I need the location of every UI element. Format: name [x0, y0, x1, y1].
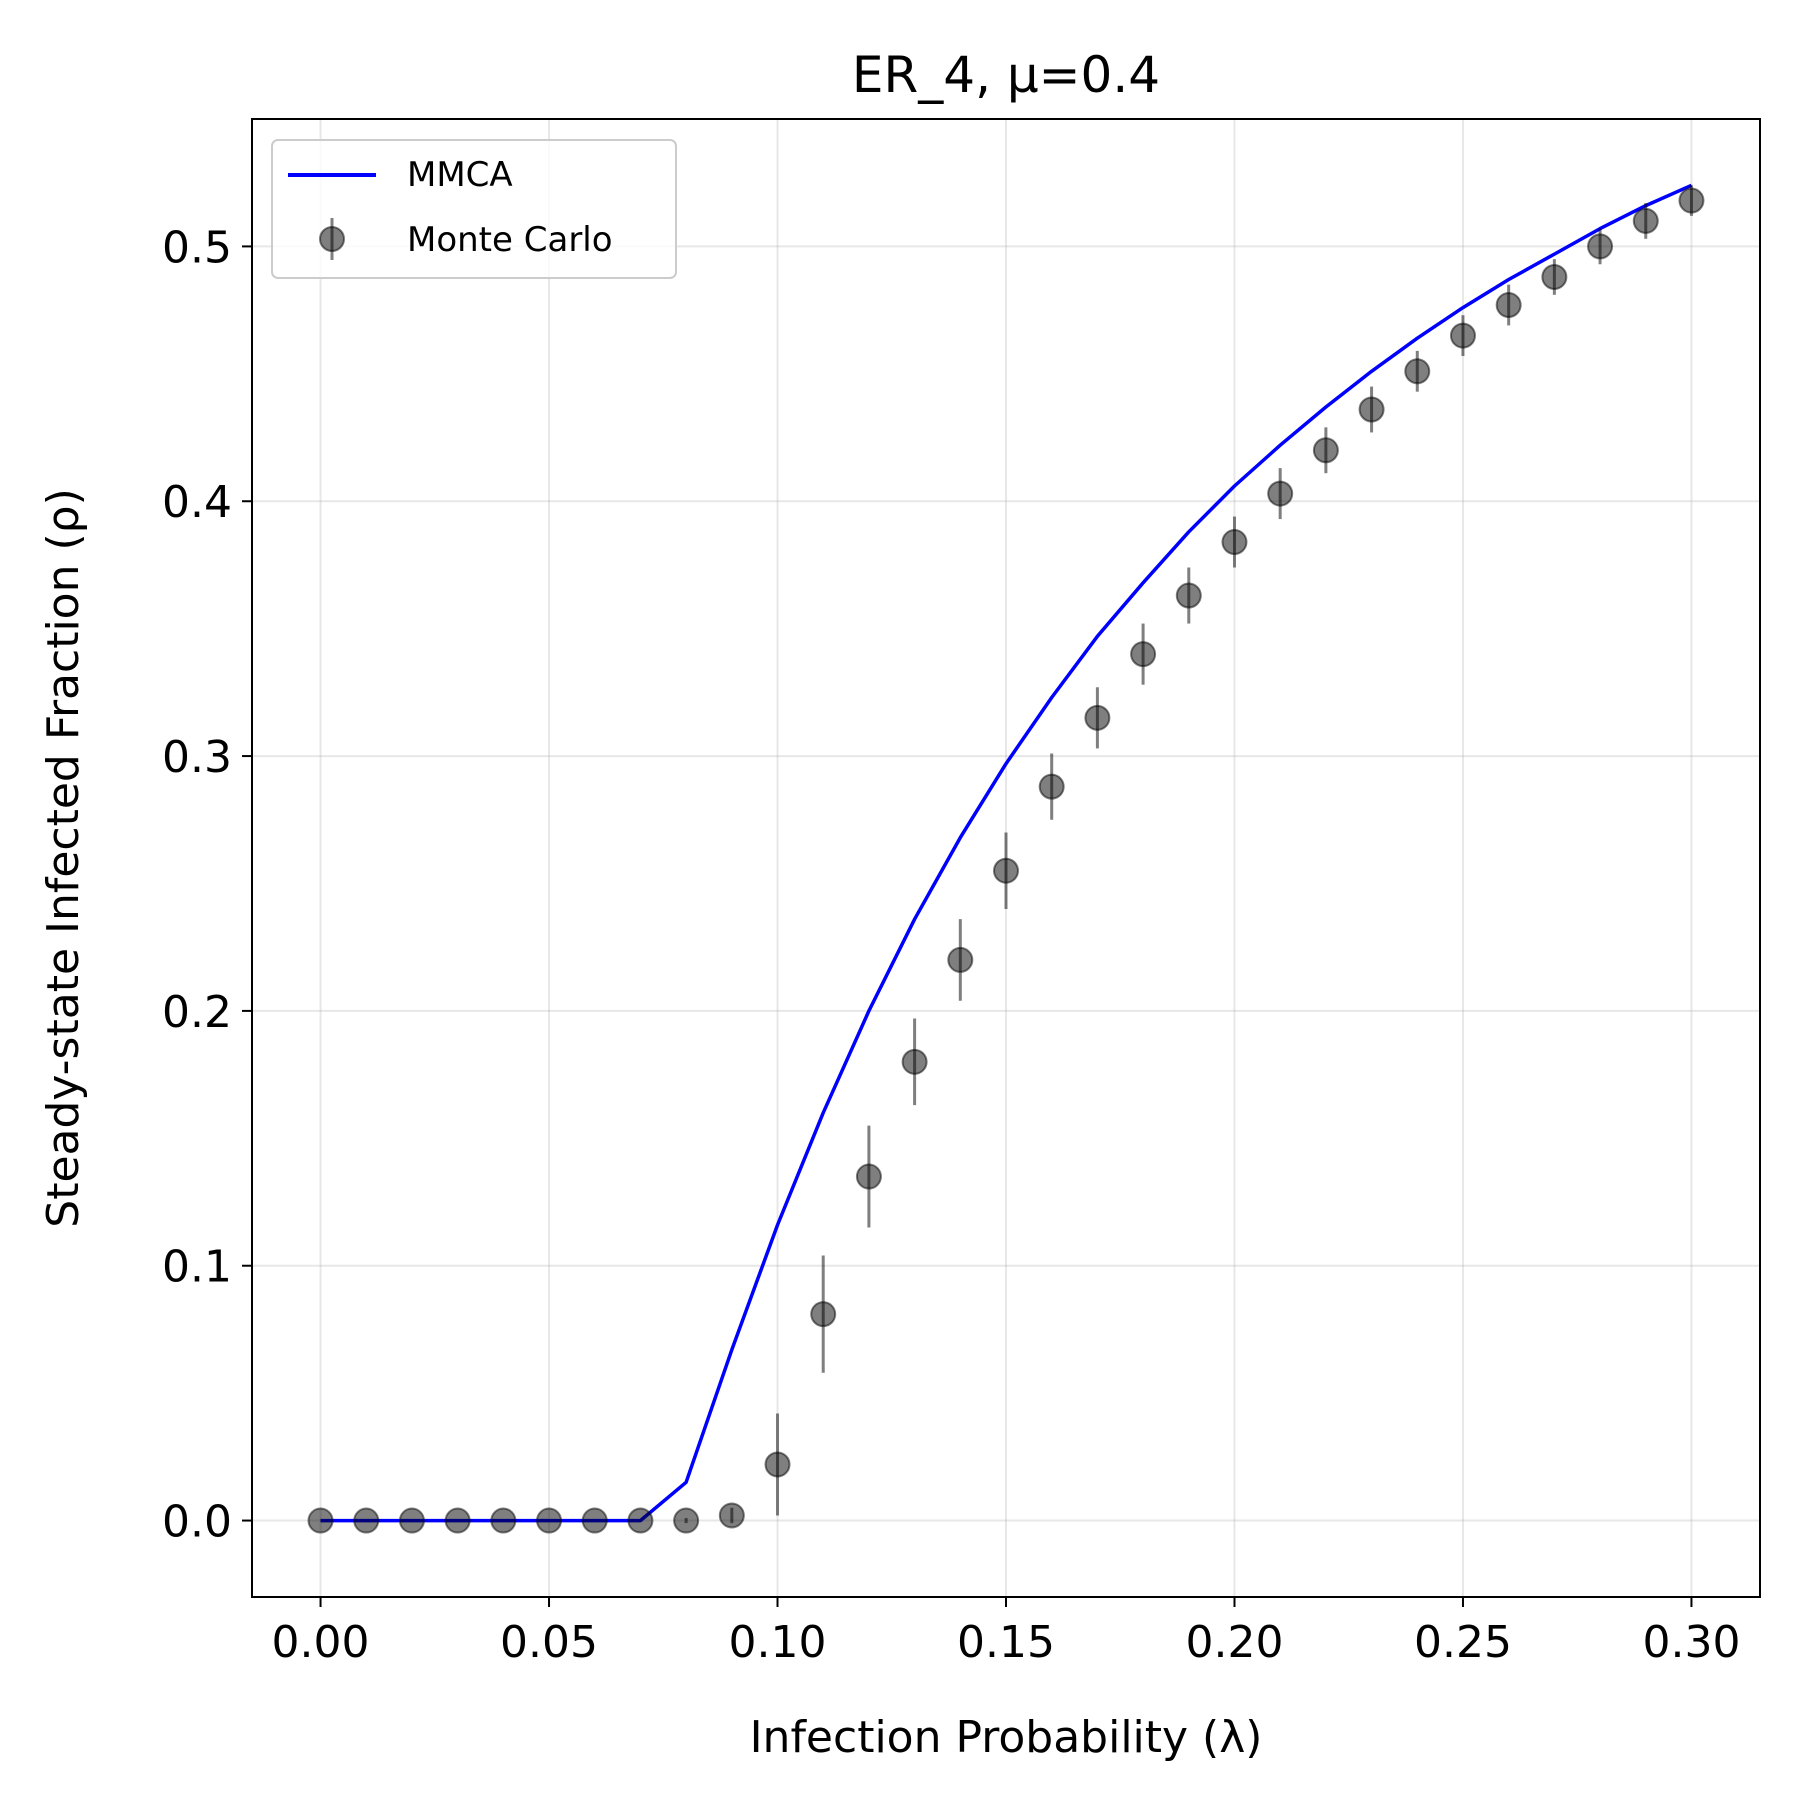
mc-point — [1221, 529, 1248, 556]
x-axis-label: Infection Probability (λ) — [750, 1712, 1263, 1763]
y-axis-ticks: 0.0 0.1 0.2 0.3 0.4 0.5 — [162, 222, 252, 1548]
x-tick-label: 0.30 — [1642, 1617, 1740, 1668]
y-tick-label: 0.2 — [162, 987, 232, 1038]
mc-point — [581, 1507, 608, 1534]
x-tick-label: 0.10 — [729, 1617, 827, 1668]
mc-point — [353, 1507, 380, 1534]
mc-point — [1038, 773, 1065, 800]
legend-mmca-label: MMCA — [407, 155, 513, 195]
x-axis-ticks: 0.00 0.05 0.10 0.15 0.20 0.25 0.30 — [272, 1597, 1740, 1668]
mc-point — [398, 1507, 425, 1534]
mc-point — [1587, 233, 1614, 260]
mc-point — [1358, 396, 1385, 423]
x-tick-label: 0.05 — [500, 1617, 598, 1668]
y-tick-label: 0.5 — [162, 222, 232, 273]
mc-point — [1632, 207, 1659, 234]
mc-point — [1084, 704, 1111, 731]
mc-point — [810, 1301, 837, 1328]
legend: MMCA Monte Carlo — [271, 139, 677, 279]
monte-carlo-series — [307, 185, 1705, 1534]
x-tick-label: 0.20 — [1186, 1617, 1284, 1668]
grid — [252, 119, 1760, 1597]
mc-point — [444, 1507, 471, 1534]
legend-mc-label: Monte Carlo — [407, 220, 613, 260]
y-tick-label: 0.4 — [162, 477, 232, 528]
mc-point — [993, 857, 1019, 884]
mc-point — [1175, 582, 1202, 609]
mc-point — [1267, 480, 1294, 507]
mc-point — [307, 1507, 334, 1534]
mc-point — [536, 1507, 563, 1534]
mc-point — [1130, 641, 1157, 668]
mc-point — [1541, 263, 1568, 290]
mc-point — [673, 1507, 700, 1534]
mc-point — [490, 1507, 517, 1534]
x-tick-label: 0.00 — [272, 1617, 370, 1668]
mc-point — [1449, 322, 1476, 349]
y-tick-label: 0.0 — [162, 1497, 232, 1548]
y-tick-label: 0.3 — [162, 732, 232, 783]
x-tick-label: 0.15 — [957, 1617, 1055, 1668]
y-tick-label: 0.1 — [162, 1242, 232, 1293]
mc-point — [718, 1502, 745, 1529]
mc-point — [855, 1163, 882, 1190]
mc-point — [1495, 292, 1522, 319]
mc-point — [1404, 358, 1431, 385]
mc-point — [1312, 437, 1339, 464]
mc-point — [901, 1048, 928, 1075]
legend-mc-marker — [319, 226, 345, 252]
mc-point — [947, 946, 974, 973]
chart-title: ER_4, μ=0.4 — [852, 46, 1160, 104]
mc-point — [764, 1451, 791, 1478]
mc-point — [1678, 187, 1705, 214]
y-axis-label: Steady-state Infected Fraction (ρ) — [38, 488, 89, 1227]
mc-point — [627, 1507, 654, 1534]
x-tick-label: 0.25 — [1414, 1617, 1512, 1668]
